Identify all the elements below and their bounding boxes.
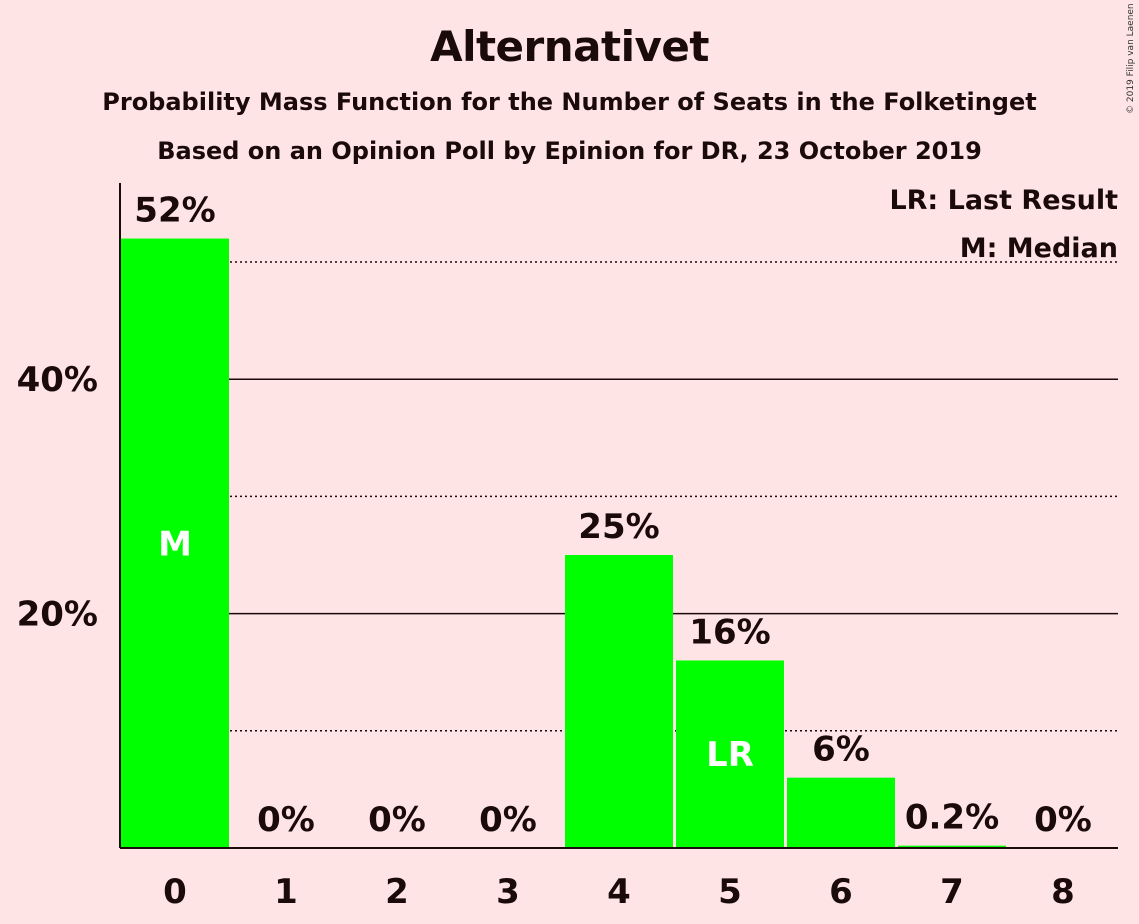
data-label: 6%	[812, 730, 870, 770]
legend-median: M: Median	[960, 233, 1118, 264]
last-result-marker: LR	[706, 735, 754, 775]
chart-title: Alternativet	[430, 22, 709, 71]
bar-5	[676, 660, 784, 848]
x-tick-label: 3	[496, 872, 520, 912]
x-tick-label: 6	[829, 872, 853, 912]
data-label: 52%	[134, 191, 215, 231]
chart-source: Based on an Opinion Poll by Epinion for …	[157, 137, 982, 165]
data-label: 0%	[368, 800, 426, 840]
x-tick-label: 0	[163, 872, 187, 912]
y-tick-label: 20%	[17, 595, 98, 635]
x-tick-label: 2	[385, 872, 409, 912]
median-marker: M	[158, 524, 192, 564]
x-tick-label: 7	[940, 872, 964, 912]
legend: LR: Last Result M: Median	[889, 185, 1118, 264]
data-label: 25%	[578, 507, 659, 547]
data-labels: 52% 0% 0% 0% 25% 16% 6% 0.2% 0% M LR	[134, 191, 1092, 840]
x-tick-label: 1	[274, 872, 298, 912]
y-tick-label: 40%	[17, 360, 98, 400]
legend-last-result: LR: Last Result	[889, 185, 1118, 216]
bars	[121, 238, 1006, 848]
x-tick-label: 5	[718, 872, 742, 912]
x-tick-label: 4	[607, 872, 631, 912]
bar-4	[565, 555, 673, 848]
data-label: 0%	[1034, 800, 1092, 840]
bar-0	[121, 238, 229, 848]
tick-labels: 20% 40% 0 1 2 3 4 5 6 7 8	[17, 360, 1075, 912]
chart-subtitle: Probability Mass Function for the Number…	[102, 88, 1037, 116]
data-label: 0%	[257, 800, 315, 840]
x-tick-label: 8	[1051, 872, 1075, 912]
data-label: 0.2%	[905, 798, 999, 838]
axes	[119, 183, 1118, 849]
bar-7	[898, 845, 1006, 848]
gridlines	[120, 261, 1118, 732]
data-label: 0%	[479, 800, 537, 840]
data-label: 16%	[689, 612, 770, 652]
bar-6	[787, 777, 895, 848]
